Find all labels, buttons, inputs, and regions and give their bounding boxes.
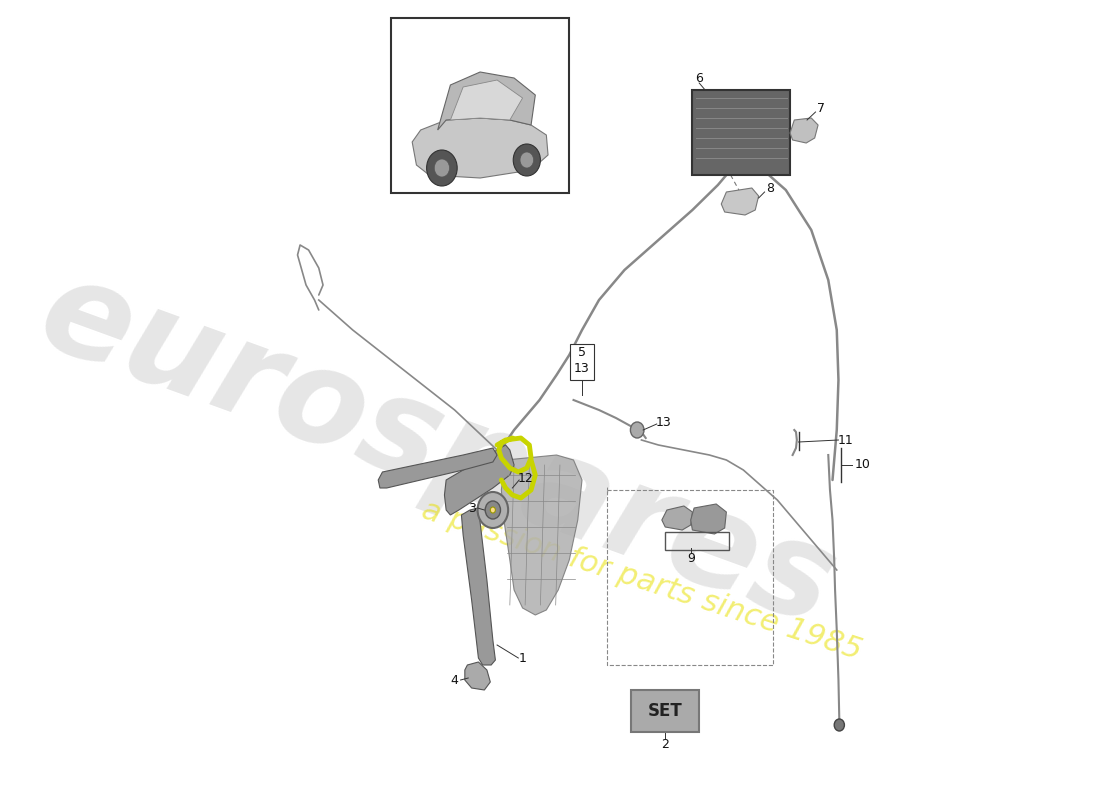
Polygon shape xyxy=(412,118,548,178)
Polygon shape xyxy=(438,72,536,130)
Polygon shape xyxy=(461,508,495,665)
Polygon shape xyxy=(465,662,491,690)
Text: 5: 5 xyxy=(578,346,586,359)
Polygon shape xyxy=(790,118,818,143)
Text: 11: 11 xyxy=(837,434,854,446)
Bar xyxy=(692,90,790,175)
Polygon shape xyxy=(502,455,582,615)
Text: 2: 2 xyxy=(661,738,669,751)
Polygon shape xyxy=(722,188,759,215)
Circle shape xyxy=(491,507,495,513)
Text: 7: 7 xyxy=(817,102,825,114)
Text: 1: 1 xyxy=(518,651,527,665)
Text: 9: 9 xyxy=(686,551,694,565)
Circle shape xyxy=(834,719,845,731)
Circle shape xyxy=(485,501,501,519)
Text: 10: 10 xyxy=(855,458,870,471)
Polygon shape xyxy=(691,504,726,534)
Bar xyxy=(631,690,700,732)
Polygon shape xyxy=(378,448,497,488)
Polygon shape xyxy=(444,445,514,515)
Text: 13: 13 xyxy=(656,415,671,429)
Text: 3: 3 xyxy=(468,502,475,514)
Bar xyxy=(570,344,594,380)
Polygon shape xyxy=(450,80,522,120)
Circle shape xyxy=(477,492,508,528)
Circle shape xyxy=(630,422,644,438)
Text: eurospares: eurospares xyxy=(24,247,851,653)
Text: a passion for parts since 1985: a passion for parts since 1985 xyxy=(418,495,866,665)
Polygon shape xyxy=(662,506,692,530)
Bar xyxy=(666,532,729,550)
Text: 8: 8 xyxy=(767,182,774,194)
Text: 4: 4 xyxy=(451,674,459,686)
Text: 13: 13 xyxy=(574,362,590,374)
Circle shape xyxy=(427,150,458,186)
Text: 6: 6 xyxy=(695,71,703,85)
Circle shape xyxy=(434,159,450,177)
Circle shape xyxy=(514,144,540,176)
Circle shape xyxy=(520,152,534,168)
Bar xyxy=(390,18,570,193)
Text: SET: SET xyxy=(648,702,683,720)
Bar xyxy=(607,490,773,665)
Text: 12: 12 xyxy=(517,471,534,485)
